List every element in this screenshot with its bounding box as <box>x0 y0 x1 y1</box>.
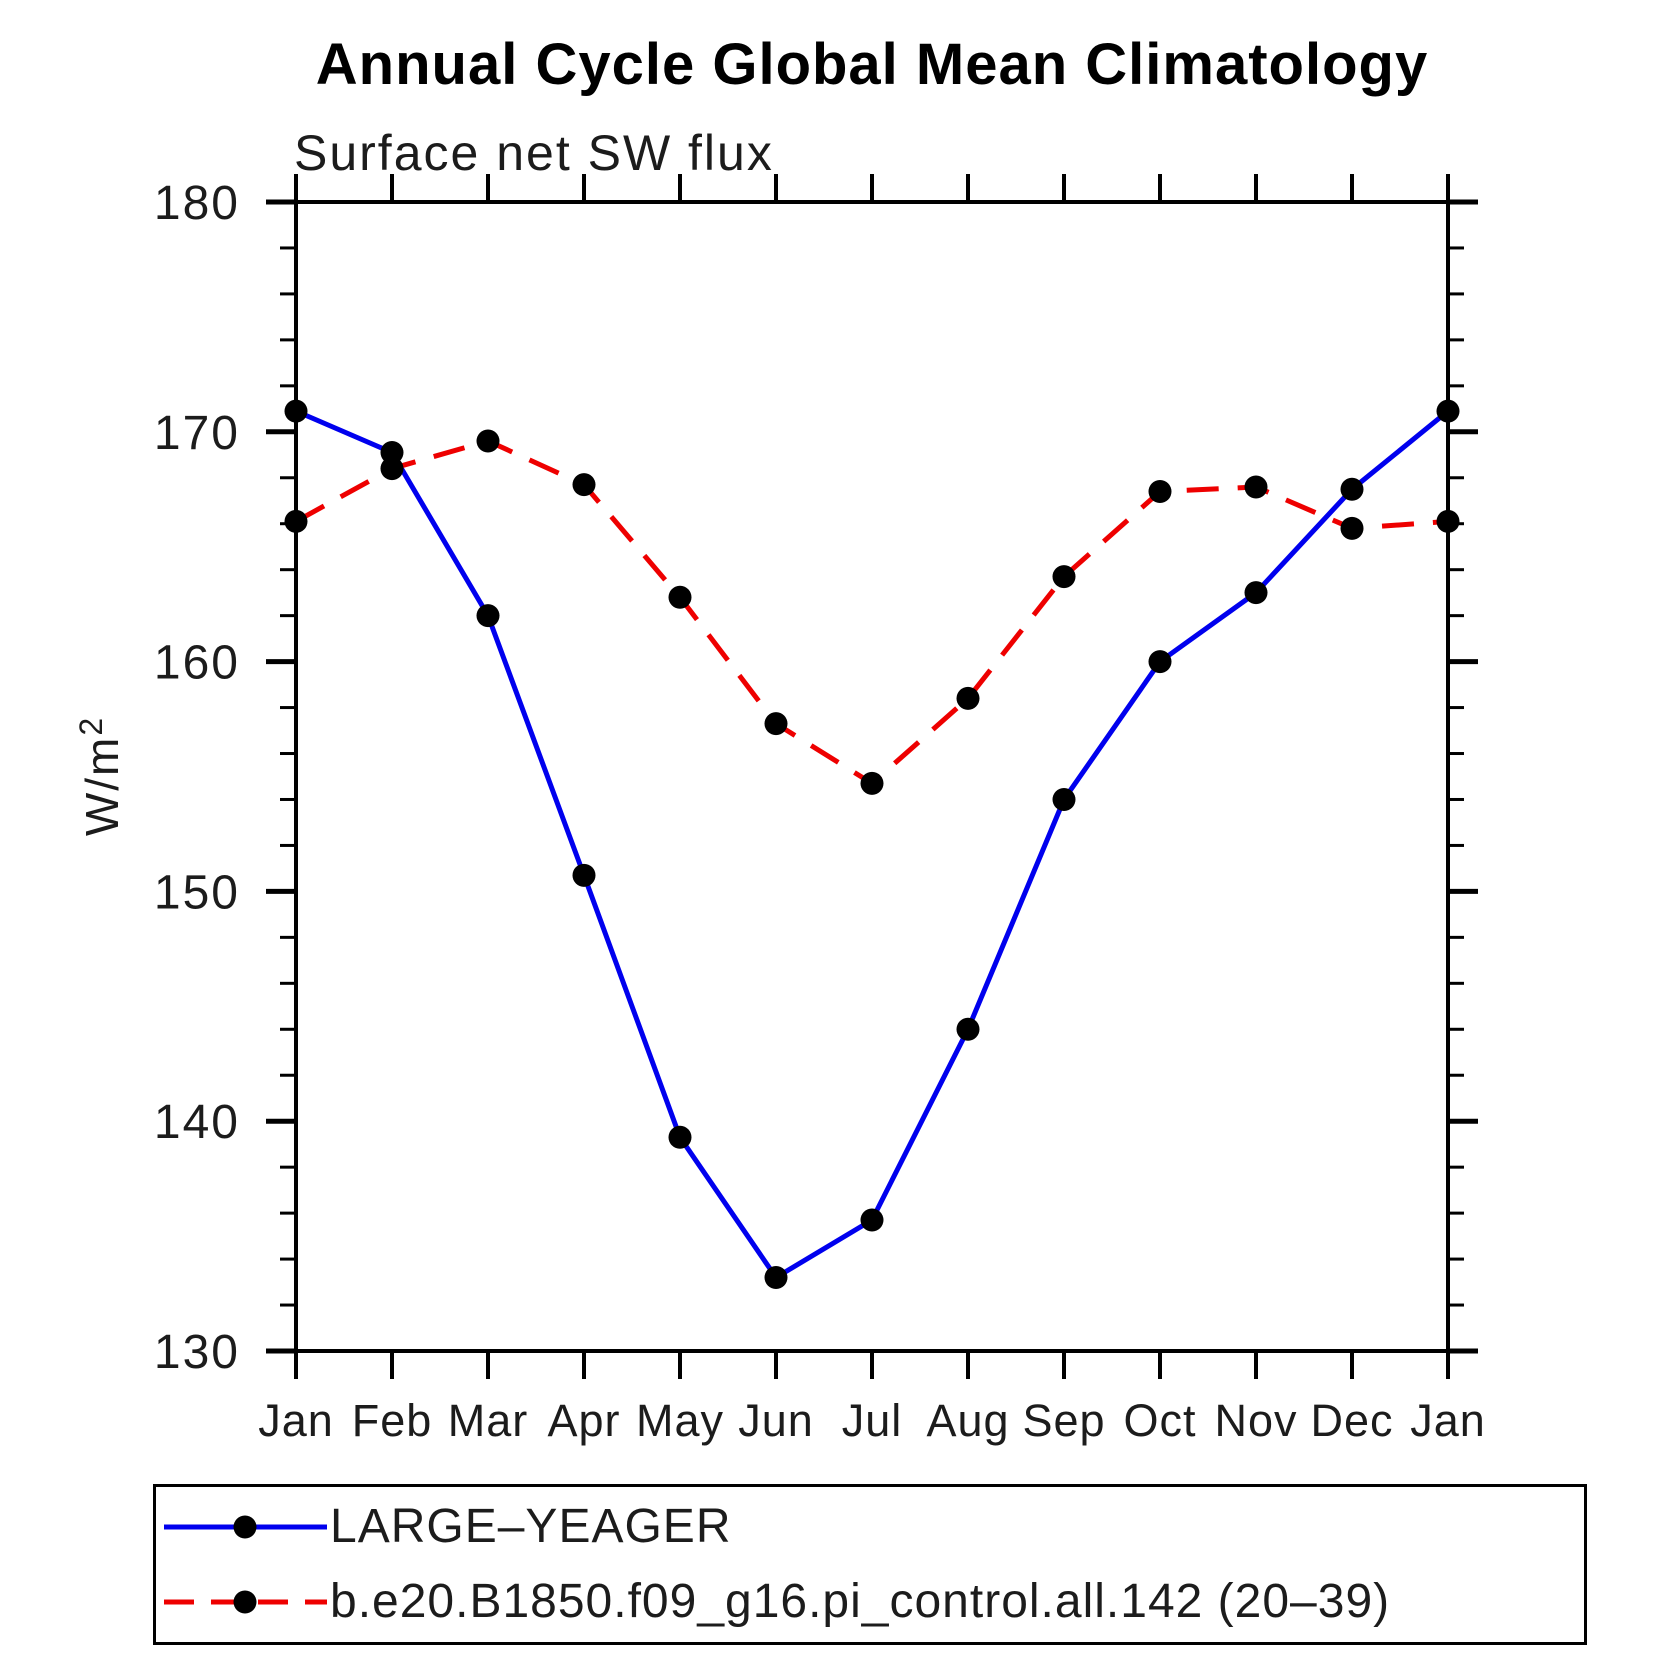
legend-line-sample-solid <box>164 1515 327 1539</box>
data-point-marker <box>764 1265 788 1289</box>
data-point-marker <box>476 429 500 453</box>
legend-label: b.e20.B1850.f09_g16.pi_control.all.142 (… <box>330 1574 1391 1628</box>
series-lines <box>294 408 1450 1280</box>
x-tick-label: May <box>636 1395 724 1446</box>
x-tick-label: Aug <box>926 1395 1009 1446</box>
x-tick-label: Nov <box>1214 1395 1297 1446</box>
data-point-marker <box>1052 565 1076 589</box>
legend-item: LARGE–YEAGER <box>160 1489 1584 1564</box>
data-point-marker <box>380 457 404 481</box>
chart-title: Annual Cycle Global Mean Climatology <box>316 32 1428 97</box>
data-point-marker <box>1052 787 1076 811</box>
x-tick-label: Oct <box>1123 1395 1196 1446</box>
axis-ticks <box>266 174 1478 1379</box>
y-tick-label: 150 <box>154 866 240 919</box>
data-point-marker <box>860 1208 884 1232</box>
x-tick-label: Mar <box>448 1395 529 1446</box>
data-point-marker <box>1148 650 1172 674</box>
series-line <box>295 408 1450 1280</box>
x-tick-label: Sep <box>1022 1395 1105 1446</box>
y-tick-label: 160 <box>154 637 240 690</box>
data-point-marker <box>1244 475 1268 499</box>
legend-line-sample-dashed <box>164 1590 327 1614</box>
x-tick-label: Jan <box>258 1395 334 1446</box>
x-tick-label: Apr <box>547 1395 620 1446</box>
x-tick-label: Jan <box>1410 1395 1486 1446</box>
data-point-marker <box>572 863 596 887</box>
chart-subtitle: Surface net SW flux <box>294 125 774 181</box>
data-point-marker <box>476 604 500 628</box>
y-tick-label: 180 <box>154 177 240 230</box>
y-axis-label-exponent: 2 <box>73 716 109 736</box>
data-point-marker <box>668 585 692 609</box>
data-point-marker <box>1148 480 1172 504</box>
x-tick-label: Jul <box>842 1395 903 1446</box>
legend: LARGE–YEAGER b.e20.B1850.f09_g16.pi_cont… <box>153 1484 1587 1645</box>
x-tick-label: Dec <box>1310 1395 1393 1446</box>
y-tick-label: 170 <box>154 407 240 460</box>
data-point-marker <box>380 440 404 464</box>
y-tick-label: 140 <box>154 1096 240 1149</box>
data-point-marker <box>1340 516 1364 540</box>
data-point-marker <box>668 1125 692 1149</box>
legend-marker-dot-icon <box>233 1515 257 1539</box>
series-line <box>294 438 1449 786</box>
data-point-marker <box>1244 581 1268 605</box>
axis-tick-labels: Jan Feb Mar Apr May Jun Jul Aug Sep Oct Nov Dec Jan 1… <box>154 177 1486 1446</box>
data-point-marker <box>956 1017 980 1041</box>
legend-marker-dot-icon <box>233 1590 257 1614</box>
y-axis-label: W/m2 <box>73 716 128 836</box>
y-tick-label: 130 <box>154 1326 240 1379</box>
y-axis-label-base: W/m <box>76 736 128 837</box>
x-tick-label: Jun <box>738 1395 814 1446</box>
data-point-marker <box>1340 477 1364 501</box>
data-point-markers <box>284 399 1460 1289</box>
plot-frame <box>294 200 1450 1353</box>
legend-label: LARGE–YEAGER <box>330 1499 732 1553</box>
legend-item: b.e20.B1850.f09_g16.pi_control.all.142 (… <box>160 1564 1584 1639</box>
x-tick-label: Feb <box>352 1395 433 1446</box>
data-point-marker <box>956 686 980 710</box>
data-point-marker <box>572 473 596 497</box>
data-point-marker <box>860 771 884 795</box>
data-point-marker <box>764 712 788 736</box>
